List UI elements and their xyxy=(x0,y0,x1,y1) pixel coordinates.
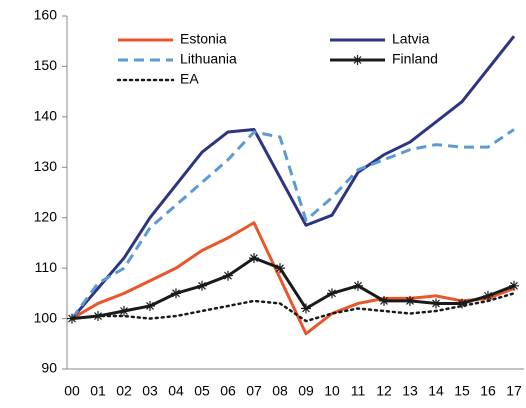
x-tick-label: 07 xyxy=(246,383,262,399)
marker xyxy=(223,270,233,281)
marker xyxy=(457,298,467,309)
marker xyxy=(353,280,363,291)
marker xyxy=(379,295,389,306)
x-tick-label: 13 xyxy=(402,383,418,399)
x-tick-label: 16 xyxy=(480,383,496,399)
marker xyxy=(509,280,519,291)
x-tick-label: 10 xyxy=(324,383,340,399)
marker xyxy=(275,263,285,274)
y-tick-label: 100 xyxy=(34,309,58,325)
y-tick-label: 160 xyxy=(34,7,58,23)
y-tick-label: 140 xyxy=(34,108,58,124)
x-tick-label: 17 xyxy=(506,383,522,399)
marker xyxy=(145,300,155,311)
legend-marker xyxy=(352,55,363,65)
marker xyxy=(405,295,415,306)
x-tick-label: 15 xyxy=(454,383,470,399)
x-tick-label: 14 xyxy=(428,383,444,399)
legend-label: Latvia xyxy=(392,31,430,47)
marker xyxy=(431,298,441,309)
marker xyxy=(327,288,337,299)
x-tick-label: 08 xyxy=(272,383,288,399)
marker xyxy=(301,303,311,314)
series-line xyxy=(70,292,516,323)
x-tick-label: 11 xyxy=(351,383,366,399)
x-tick-label: 06 xyxy=(220,383,236,399)
y-tick-label: 150 xyxy=(34,57,58,73)
x-tick-label: 04 xyxy=(168,383,184,399)
x-tick-label: 02 xyxy=(116,383,132,399)
y-tick-label: 120 xyxy=(34,208,58,224)
x-tick-label: 12 xyxy=(376,383,392,399)
legend-label: Lithuania xyxy=(180,51,237,67)
legend-label: EA xyxy=(180,71,199,87)
marker xyxy=(119,306,129,317)
series-line xyxy=(70,128,515,320)
legend-label: Finland xyxy=(392,51,438,67)
x-tick-label: 09 xyxy=(298,383,314,399)
y-tick-label: 110 xyxy=(35,259,58,275)
x-tick-label: 00 xyxy=(64,383,80,399)
series-line xyxy=(70,35,516,320)
x-tick-label: 01 xyxy=(90,383,106,399)
marker xyxy=(249,253,259,264)
series-line xyxy=(71,221,515,336)
y-tick-label: 90 xyxy=(41,360,57,376)
x-tick-label: 03 xyxy=(142,383,158,399)
marker xyxy=(483,290,493,301)
legend-label: Estonia xyxy=(180,31,227,47)
marker xyxy=(197,280,207,291)
y-tick-label: 130 xyxy=(34,158,58,174)
marker xyxy=(171,288,181,299)
x-tick-label: 05 xyxy=(194,383,210,399)
